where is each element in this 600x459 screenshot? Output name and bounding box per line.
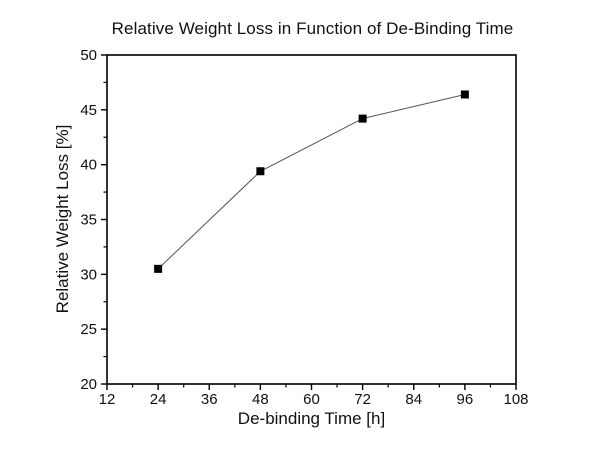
x-tick-label: 36 (201, 391, 218, 408)
y-tick-label: 50 (80, 47, 97, 64)
y-axis-label: Relative Weight Loss [%] (53, 124, 72, 314)
series-line (157, 93, 465, 270)
x-tick-label: 60 (303, 391, 320, 408)
data-point-marker (256, 167, 265, 176)
x-tick-label: 72 (354, 391, 371, 408)
x-axis-label: De-binding Time [h] (237, 409, 386, 428)
data-point-marker (460, 90, 469, 99)
x-tick-label: 24 (150, 391, 167, 408)
y-tick-label: 45 (80, 102, 97, 119)
x-tick-label: 48 (252, 391, 269, 408)
x-tick-label: 12 (99, 391, 116, 408)
data-point-marker (154, 264, 163, 273)
data-point-marker (358, 114, 367, 123)
x-tick-label: 96 (457, 391, 474, 408)
y-tick-label: 35 (80, 212, 97, 229)
axes-box (106, 54, 517, 385)
y-tick-label: 20 (80, 376, 97, 393)
y-tick-label: 40 (80, 157, 97, 174)
y-tick-label: 30 (80, 266, 97, 283)
y-tick-label: 25 (80, 321, 97, 338)
x-tick-label: 84 (405, 391, 422, 408)
chart-title: Relative Weight Loss in Function of De-B… (111, 19, 514, 38)
x-tick-label: 108 (503, 391, 528, 408)
